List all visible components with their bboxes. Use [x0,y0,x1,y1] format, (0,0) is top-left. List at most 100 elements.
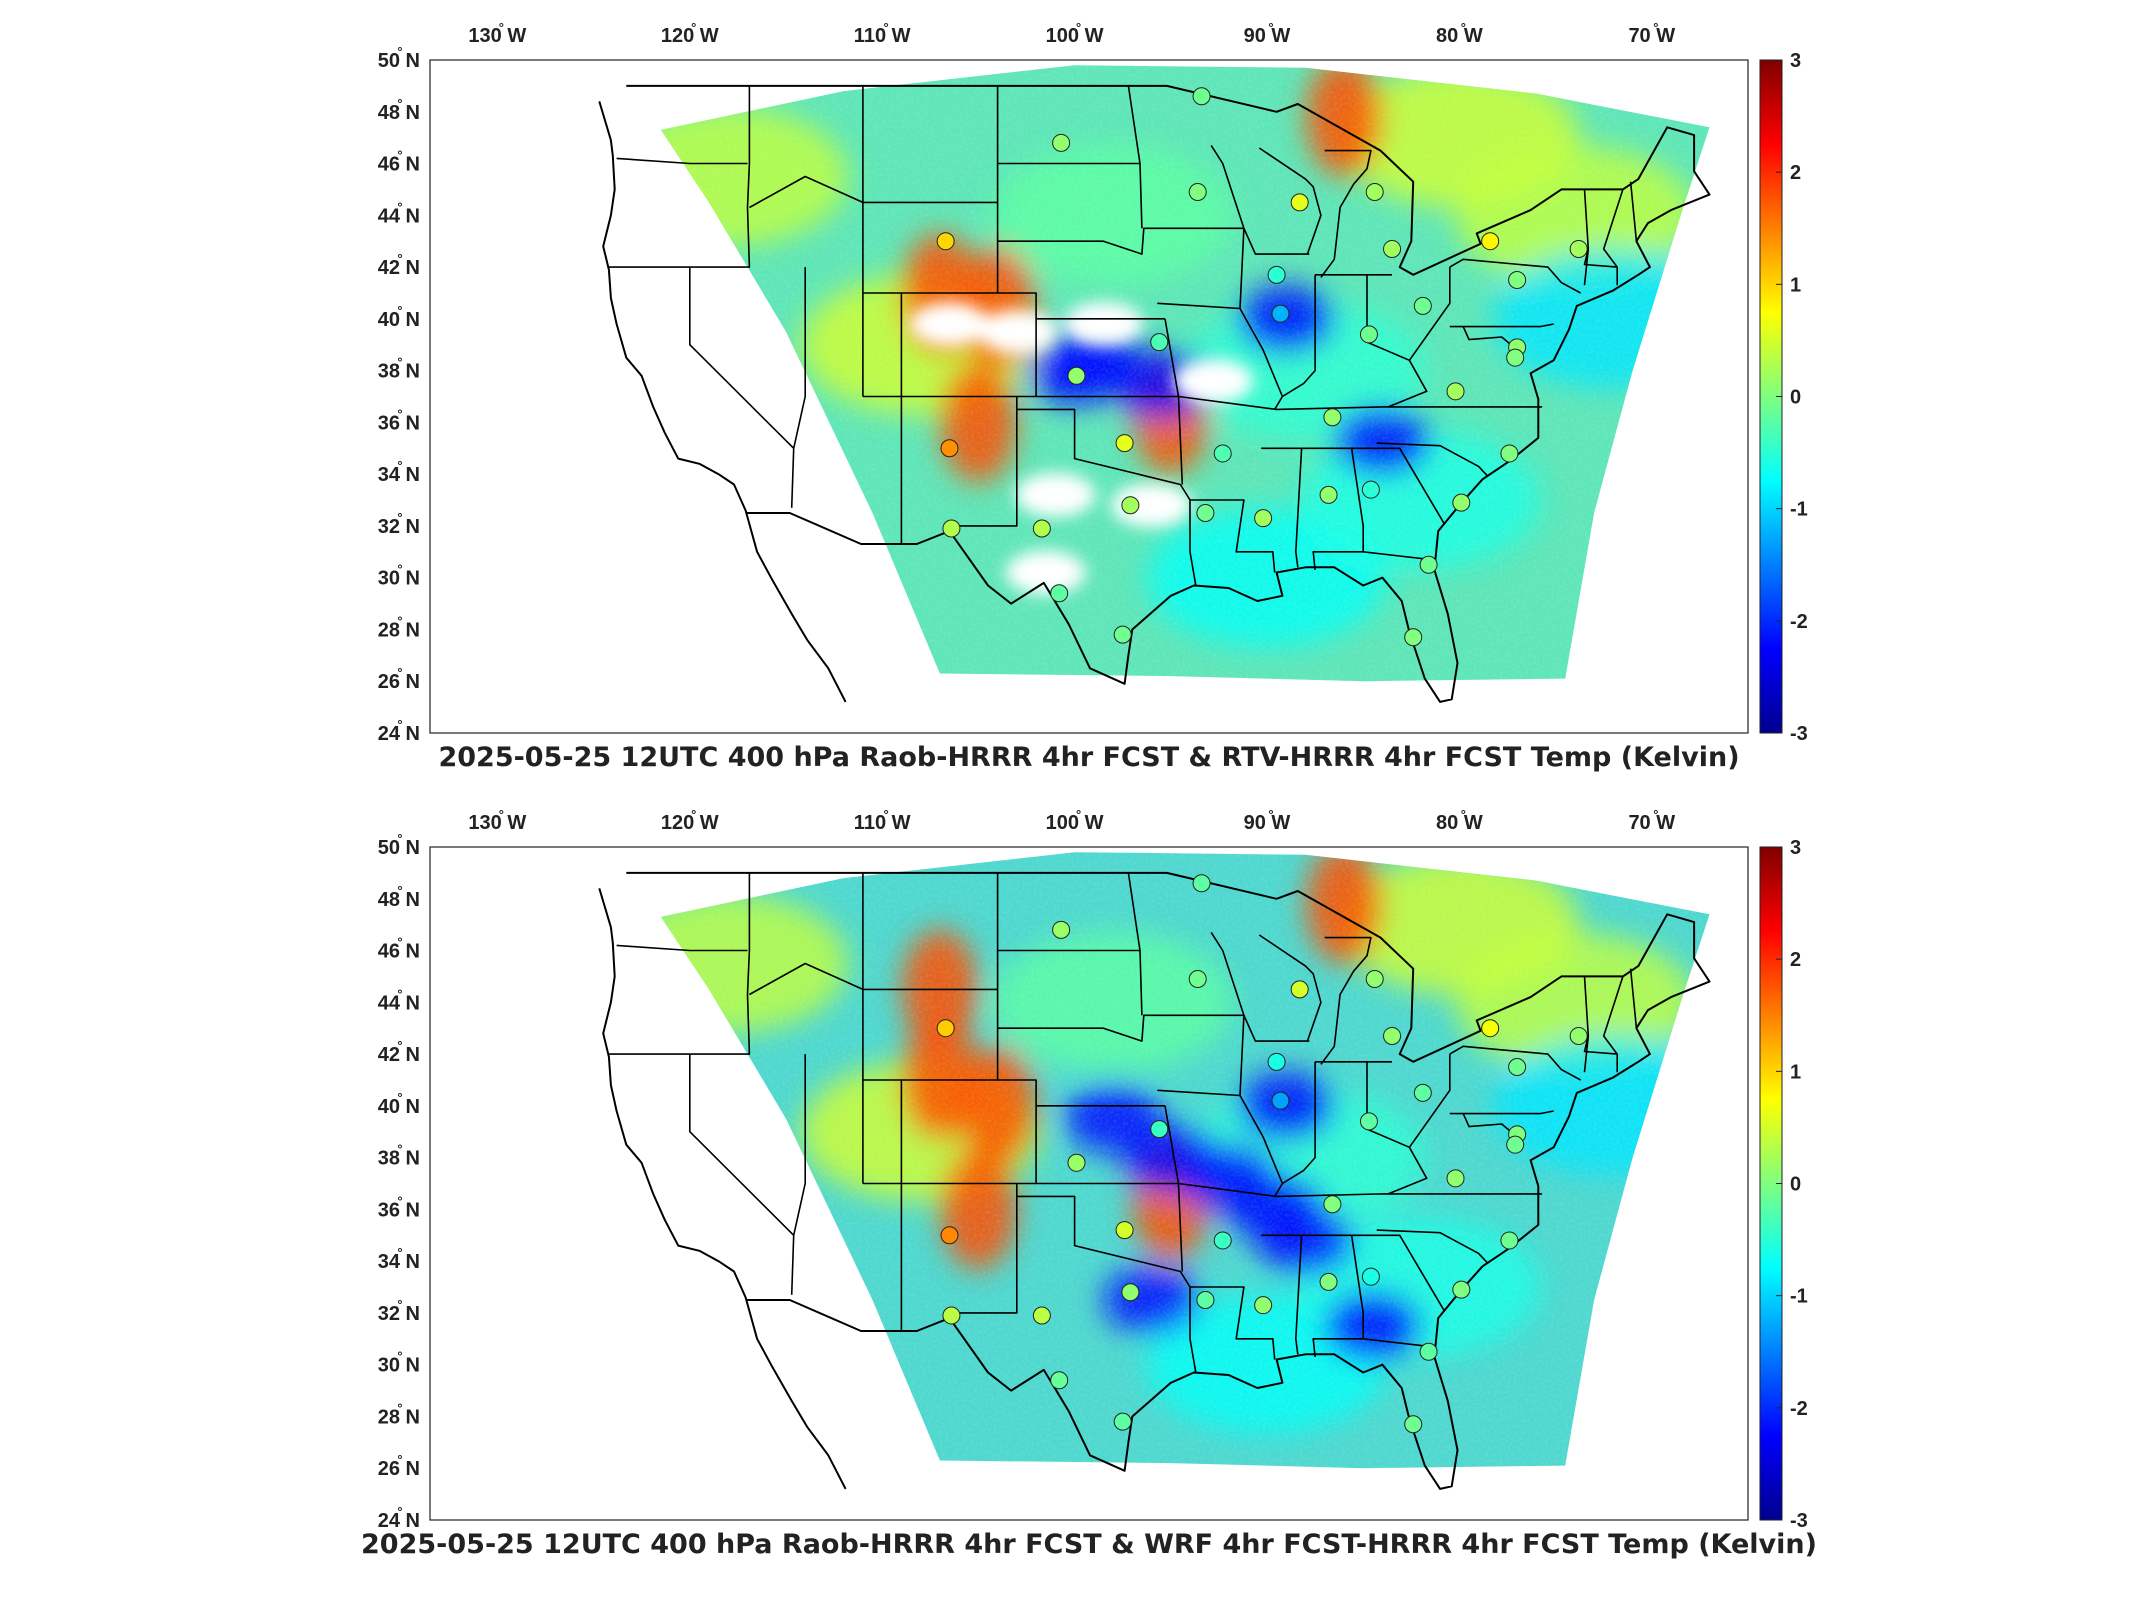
degree-mark: ° [397,562,402,577]
state-border [1583,1035,1618,1055]
state-border [1449,1110,1554,1115]
state-border [790,267,806,508]
raob-station-marker [1067,366,1086,385]
raob-station-marker [1150,1120,1169,1139]
state-border [1363,1338,1431,1348]
raob-station-marker [1446,1169,1465,1188]
state-border [749,175,864,397]
raob-station-marker [1500,1231,1519,1250]
raob-station-marker [1271,1091,1290,1110]
state-border [1376,442,1489,478]
lat-tick-label: 48 N [378,102,420,124]
state-border [947,396,1018,527]
raob-stations [936,874,1588,1434]
degree-mark: ° [397,1142,402,1157]
lat-tick-label: 24 N [378,1510,420,1532]
degree-mark: ° [499,20,504,35]
lat-tick-label: 36 N [378,1199,420,1221]
state-border [616,944,748,952]
degree-mark: ° [397,831,402,846]
state-border [1629,181,1638,242]
state-border [1139,950,1143,1016]
raob-station-marker [1500,444,1519,463]
raob-station-marker [1404,628,1423,647]
raob-station-marker [1452,1280,1471,1299]
raob-station-marker [1383,1026,1402,1045]
raob-station-marker [1419,555,1438,574]
degree-mark: ° [397,1349,402,1364]
degree-mark: ° [397,303,402,318]
state-border [1281,274,1316,398]
degree-mark: ° [1268,807,1273,822]
pacific-coastline [598,888,847,1490]
raob-station-marker [1365,183,1384,202]
lat-tick-label: 40 N [378,1096,420,1118]
raob-station-marker [1359,1112,1378,1131]
raob-station-marker [1267,1052,1286,1071]
raob-station-marker [1032,519,1051,538]
colorbar-tick-label: 3 [1790,50,1801,72]
lat-tick-label: 30 N [378,1355,420,1377]
lon-tick-label: 90 W [1244,812,1291,834]
state-border [689,1054,795,1236]
state-border [862,1079,1165,1107]
raob-station-marker [1383,239,1402,258]
raob-station-marker [1508,271,1527,290]
raob-station-marker [1452,493,1471,512]
lat-tick-label: 32 N [378,516,420,538]
state-border [862,395,1543,411]
map-title: 2025-05-25 12UTC 400 hPa Raob-HRRR 4hr F… [361,1529,1817,1560]
colorbar-tick-label: -3 [1790,1510,1808,1532]
state-border [1602,189,1624,286]
state-border [1190,1286,1276,1360]
degree-mark: ° [884,20,889,35]
raob-station-marker [1050,584,1069,603]
state-border [1629,968,1638,1029]
longitude-labels: 130 W° 120 W° 110 W° 100 W° 90 W° 80 W° 70 W° [468,20,1675,47]
state-border [1320,149,1372,278]
state-border [1583,248,1618,268]
map-title: 2025-05-25 12UTC 400 hPa Raob-HRRR 4hr F… [438,742,1739,773]
state-border [689,267,795,449]
degree-mark: ° [397,613,402,628]
lat-tick-label: 36 N [378,412,420,434]
raob-station-marker [1067,1153,1086,1172]
boundary-lines [598,871,1711,1490]
lat-tick-label: 48 N [378,889,420,911]
raob-station-marker [1254,1296,1273,1315]
lon-tick-label: 70 W [1628,25,1675,47]
raob-station-marker [1361,480,1380,499]
state-border [1363,551,1431,561]
lat-tick-label: 46 N [378,941,420,963]
lon-tick-label: 100 W [1046,812,1104,834]
degree-mark: ° [1461,807,1466,822]
raob-station-marker [1319,485,1338,504]
east-gulf-coastline [626,871,1711,1490]
raob-station-marker [1404,1415,1423,1434]
lat-tick-label: 28 N [378,1406,420,1428]
raob-station-marker [1121,496,1140,515]
lon-tick-label: 130 W [468,25,526,47]
lon-tick-label: 110 W [854,25,911,47]
state-border [1301,1234,1364,1357]
raob-stations [936,87,1588,647]
colorbar-tick-label: 2 [1790,949,1801,971]
raob-station-marker [1192,87,1211,106]
colorbar-tick-label: 3 [1790,837,1801,859]
lon-tick-label: 130 W [468,812,526,834]
raob-station-marker [940,1226,959,1245]
degree-mark: ° [397,458,402,473]
raob-station-marker [1192,874,1211,893]
degree-mark: ° [397,717,402,732]
colorbar-tick-label: 1 [1790,1061,1801,1083]
degree-mark: ° [397,1400,402,1415]
colorbar-tick-label: 0 [1790,1174,1801,1196]
colorbar-tick-label: -2 [1790,1398,1808,1420]
raob-station-marker [1150,333,1169,352]
state-border [947,1183,1018,1314]
lat-tick-label: 26 N [378,1458,420,1480]
state-border [1281,1061,1316,1185]
lat-tick-label: 42 N [378,1044,420,1066]
colorbar: 3 2 1 0 -1 -2 -3 [1759,50,1808,745]
colorbar: 3 2 1 0 -1 -2 -3 [1759,837,1808,1532]
